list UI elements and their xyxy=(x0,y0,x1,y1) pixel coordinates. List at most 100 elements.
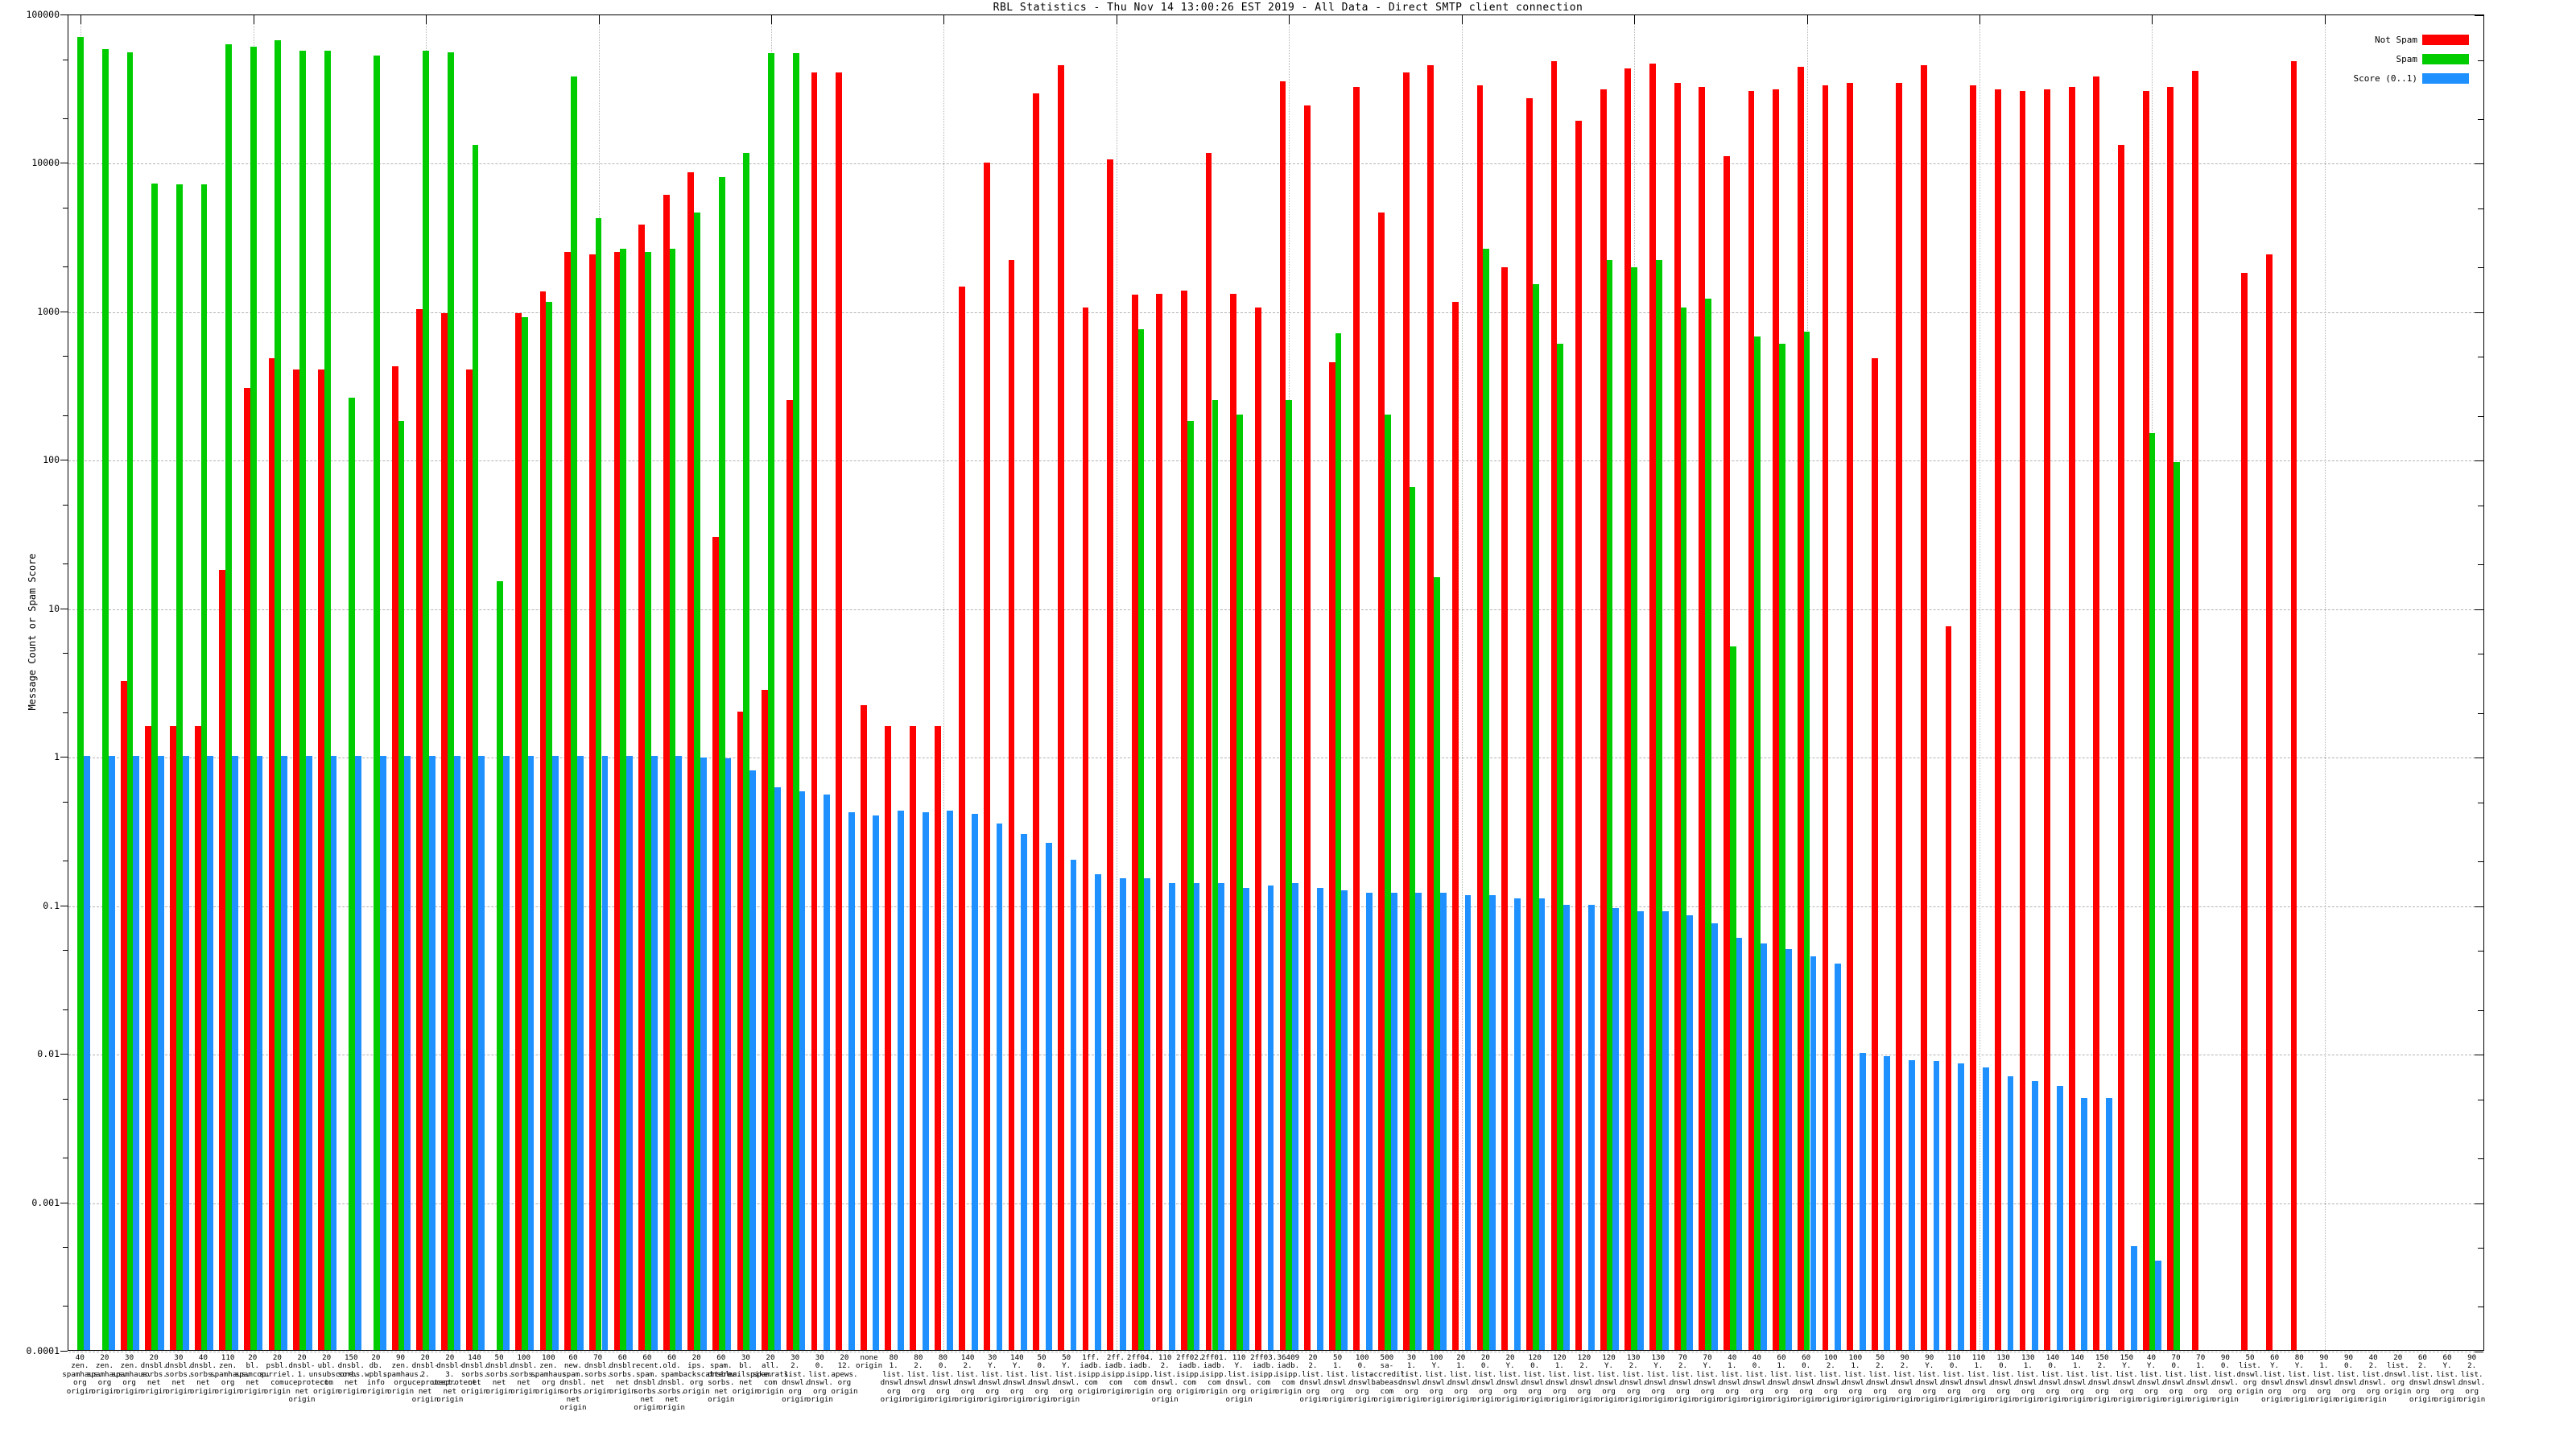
bar-group[interactable] xyxy=(1277,15,1302,1350)
bar-not-spam[interactable] xyxy=(465,369,473,1350)
bar-group[interactable] xyxy=(2288,15,2313,1350)
bar-spam[interactable] xyxy=(275,40,282,1350)
bar-score[interactable] xyxy=(108,756,115,1350)
bar-score[interactable] xyxy=(1637,911,1644,1350)
bar-group[interactable] xyxy=(2263,15,2288,1350)
bar-spam[interactable] xyxy=(373,56,380,1350)
bar-not-spam[interactable] xyxy=(1674,83,1681,1350)
bar-group[interactable] xyxy=(636,15,661,1350)
bar-group[interactable] xyxy=(1499,15,1524,1350)
bar-not-spam[interactable] xyxy=(170,725,176,1350)
bar-spam[interactable] xyxy=(1705,299,1711,1350)
bar-not-spam[interactable] xyxy=(1304,105,1311,1350)
bar-not-spam[interactable] xyxy=(638,224,645,1350)
bar-not-spam[interactable] xyxy=(959,287,966,1350)
bar-score[interactable] xyxy=(1909,1059,1915,1350)
bar-score[interactable] xyxy=(1144,878,1151,1350)
bar-group[interactable] xyxy=(537,15,562,1350)
bar-score[interactable] xyxy=(1810,956,1817,1350)
bar-spam[interactable] xyxy=(1606,259,1613,1350)
bar-group[interactable] xyxy=(365,15,390,1350)
bar-spam[interactable] xyxy=(1384,414,1391,1350)
bar-not-spam[interactable] xyxy=(1353,87,1360,1350)
bar-group[interactable] xyxy=(1770,15,1795,1350)
bar-not-spam[interactable] xyxy=(2019,91,2026,1350)
bar-not-spam[interactable] xyxy=(687,171,695,1350)
bar-group[interactable] xyxy=(2165,15,2190,1350)
bar-spam[interactable] xyxy=(447,52,454,1350)
bar-not-spam[interactable] xyxy=(836,72,842,1350)
bar-group[interactable] xyxy=(709,15,734,1350)
bar-score[interactable] xyxy=(552,756,559,1350)
bar-score[interactable] xyxy=(1292,882,1299,1350)
bar-not-spam[interactable] xyxy=(885,725,892,1350)
bar-spam[interactable] xyxy=(595,217,602,1350)
bar-spam[interactable] xyxy=(620,249,627,1350)
bar-not-spam[interactable] xyxy=(514,313,522,1350)
bar-score[interactable] xyxy=(922,811,929,1350)
bar-spam[interactable] xyxy=(1187,421,1194,1350)
bar-spam[interactable] xyxy=(1236,414,1243,1350)
bar-group[interactable] xyxy=(438,15,463,1350)
bar-not-spam[interactable] xyxy=(1822,85,1829,1350)
bar-score[interactable] xyxy=(158,756,164,1350)
bar-not-spam[interactable] xyxy=(1600,89,1607,1350)
bar-group[interactable] xyxy=(1425,15,1450,1350)
bar-group[interactable] xyxy=(1203,15,1228,1350)
bar-spam[interactable] xyxy=(1655,259,1662,1350)
bar-score[interactable] xyxy=(1563,904,1570,1350)
bar-not-spam[interactable] xyxy=(1181,291,1187,1350)
bar-group[interactable] xyxy=(1844,15,1869,1350)
bar-score[interactable] xyxy=(207,756,214,1350)
bar-group[interactable] xyxy=(1745,15,1770,1350)
bar-score[interactable] xyxy=(848,811,855,1350)
bar-group[interactable] xyxy=(1523,15,1548,1350)
bar-group[interactable] xyxy=(1030,15,1055,1350)
bar-spam[interactable] xyxy=(324,51,331,1350)
bar-group[interactable] xyxy=(1154,15,1179,1350)
bar-score[interactable] xyxy=(1662,911,1669,1350)
bar-score[interactable] xyxy=(1464,895,1472,1350)
bar-group[interactable] xyxy=(1967,15,1992,1350)
bar-group[interactable] xyxy=(1005,15,1030,1350)
bar-not-spam[interactable] xyxy=(1328,361,1335,1350)
bar-group[interactable] xyxy=(68,15,93,1350)
bar-group[interactable] xyxy=(217,15,242,1350)
bar-not-spam[interactable] xyxy=(1427,64,1435,1350)
bar-not-spam[interactable] xyxy=(564,251,572,1350)
bar-group[interactable] xyxy=(414,15,439,1350)
bar-spam[interactable] xyxy=(1803,332,1810,1350)
bar-score[interactable] xyxy=(1489,895,1496,1350)
bar-group[interactable] xyxy=(241,15,266,1350)
bar-not-spam[interactable] xyxy=(1773,89,1780,1350)
bar-not-spam[interactable] xyxy=(2068,87,2075,1350)
bar-score[interactable] xyxy=(1267,885,1274,1350)
bar-not-spam[interactable] xyxy=(2142,91,2149,1350)
bar-group[interactable] xyxy=(266,15,291,1350)
bar-not-spam[interactable] xyxy=(1871,357,1878,1350)
bar-spam[interactable] xyxy=(1434,577,1440,1350)
bar-not-spam[interactable] xyxy=(1748,91,1755,1350)
bar-group[interactable] xyxy=(2436,15,2461,1350)
bar-score[interactable] xyxy=(256,756,263,1350)
bar-score[interactable] xyxy=(232,756,238,1350)
bar-spam[interactable] xyxy=(151,183,159,1350)
bar-not-spam[interactable] xyxy=(1624,68,1632,1350)
bar-score[interactable] xyxy=(355,756,361,1350)
bar-spam[interactable] xyxy=(743,153,750,1350)
bar-group[interactable] xyxy=(562,15,587,1350)
bar-score[interactable] xyxy=(1242,887,1249,1350)
bar-group[interactable] xyxy=(1942,15,1967,1350)
bar-group[interactable] xyxy=(734,15,759,1350)
bar-not-spam[interactable] xyxy=(391,366,398,1350)
bar-not-spam[interactable] xyxy=(539,291,547,1350)
bar-score[interactable] xyxy=(1070,860,1077,1350)
bar-score[interactable] xyxy=(1835,964,1841,1350)
bar-group[interactable] xyxy=(1893,15,1918,1350)
bar-score[interactable] xyxy=(1415,893,1422,1350)
bar-group[interactable] xyxy=(1326,15,1351,1350)
bar-spam[interactable] xyxy=(77,36,85,1350)
bar-group[interactable] xyxy=(1992,15,2017,1350)
bar-spam[interactable] xyxy=(250,46,257,1350)
bar-score[interactable] xyxy=(1958,1063,1965,1350)
